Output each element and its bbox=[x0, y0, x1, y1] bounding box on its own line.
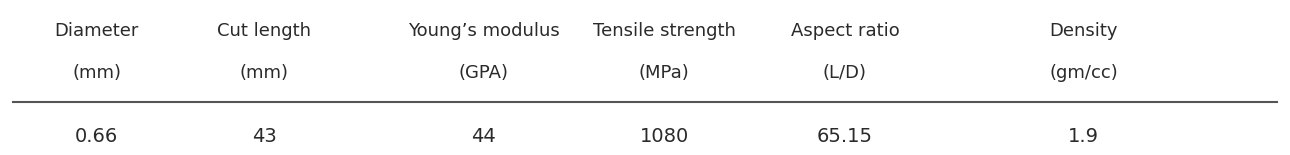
Text: Young’s modulus: Young’s modulus bbox=[408, 22, 560, 40]
Text: (L/D): (L/D) bbox=[823, 64, 867, 82]
Text: 1080: 1080 bbox=[640, 127, 689, 146]
Text: (MPa): (MPa) bbox=[639, 64, 690, 82]
Text: (GPA): (GPA) bbox=[459, 64, 508, 82]
Text: 0.66: 0.66 bbox=[75, 127, 119, 146]
Text: Tensile strength: Tensile strength bbox=[593, 22, 735, 40]
Text: (gm/cc): (gm/cc) bbox=[1049, 64, 1118, 82]
Text: 1.9: 1.9 bbox=[1068, 127, 1099, 146]
Text: 65.15: 65.15 bbox=[817, 127, 873, 146]
Text: Cut length: Cut length bbox=[218, 22, 311, 40]
Text: 44: 44 bbox=[471, 127, 497, 146]
Text: 43: 43 bbox=[252, 127, 277, 146]
Text: (mm): (mm) bbox=[240, 64, 289, 82]
Text: (mm): (mm) bbox=[72, 64, 121, 82]
Text: Diameter: Diameter bbox=[54, 22, 139, 40]
Text: Density: Density bbox=[1049, 22, 1118, 40]
Text: Aspect ratio: Aspect ratio bbox=[791, 22, 899, 40]
